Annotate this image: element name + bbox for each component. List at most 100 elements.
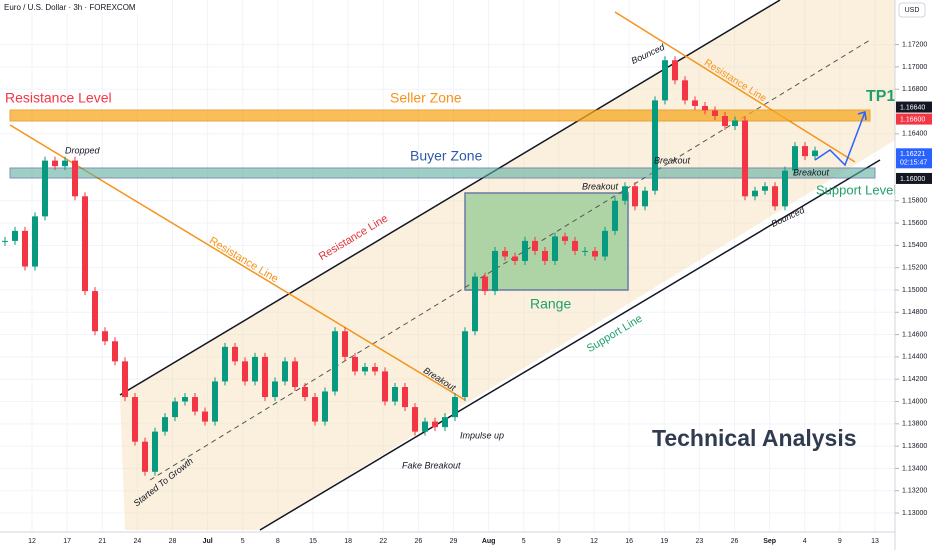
candle xyxy=(302,387,308,398)
candle xyxy=(232,346,238,362)
resistance-line xyxy=(614,11,856,163)
candle xyxy=(292,361,298,388)
candle xyxy=(802,146,808,157)
annotation: Support Level xyxy=(816,182,896,197)
candle xyxy=(602,230,608,257)
annotation: TP1 xyxy=(866,88,895,105)
candle xyxy=(72,160,78,197)
candle xyxy=(582,250,588,252)
projection-path xyxy=(814,111,866,167)
annotation: Resistance Level xyxy=(5,90,112,106)
x-tick-label: 28 xyxy=(169,538,177,545)
candle xyxy=(722,115,728,127)
candle xyxy=(482,276,488,292)
candles xyxy=(2,56,818,476)
projection-arrow xyxy=(857,111,867,121)
candle xyxy=(682,80,688,101)
annotation: Range xyxy=(530,296,571,312)
candle xyxy=(342,331,348,357)
candle xyxy=(42,160,48,217)
x-tick-label: 19 xyxy=(660,538,668,545)
candle xyxy=(642,190,648,207)
candle xyxy=(592,250,598,257)
x-tick-label: 15 xyxy=(309,538,317,545)
y-tick-label: 1.14200 xyxy=(902,376,927,383)
candle xyxy=(192,397,198,412)
y-tick-label: 1.13200 xyxy=(902,488,927,495)
candle xyxy=(502,250,508,257)
candle xyxy=(562,236,568,241)
candle xyxy=(362,366,368,372)
x-tick-label: 5 xyxy=(522,538,526,545)
x-tick-label: 12 xyxy=(28,538,36,545)
x-tick-label: 9 xyxy=(557,538,561,545)
y-tick-label: 1.15000 xyxy=(902,287,927,294)
candle xyxy=(672,60,678,81)
candle xyxy=(792,146,798,171)
candle xyxy=(202,411,208,422)
candle xyxy=(262,356,268,398)
candle xyxy=(312,397,318,422)
y-tick-label: 1.15200 xyxy=(902,265,927,272)
chart-title: Euro / U.S. Dollar · 3h · FOREXCOM xyxy=(4,3,136,12)
y-tick-label: 1.13800 xyxy=(902,421,927,428)
price-label-bg xyxy=(896,101,932,113)
price-countdown: 02:15:47 xyxy=(900,160,927,167)
candle xyxy=(402,387,408,408)
annotation: Breakout xyxy=(793,167,830,177)
candle xyxy=(82,196,88,292)
y-tick-label: 1.15600 xyxy=(902,220,927,227)
candle xyxy=(442,417,448,428)
x-tick-label: 12 xyxy=(590,538,598,545)
channel-top xyxy=(119,0,781,396)
x-tick-label: 26 xyxy=(414,538,422,545)
channel-bottom xyxy=(259,159,881,531)
x-tick-label: 29 xyxy=(450,538,458,545)
candle xyxy=(392,387,398,402)
candle xyxy=(552,236,558,261)
x-tick-label: 8 xyxy=(276,538,280,545)
price-label: 1.16600 xyxy=(900,116,925,123)
candle xyxy=(752,190,758,197)
candle xyxy=(712,110,718,116)
candle xyxy=(522,240,528,261)
candle xyxy=(12,230,18,241)
y-tick-label: 1.17000 xyxy=(902,64,927,71)
candle xyxy=(372,366,378,372)
candle xyxy=(572,240,578,251)
candle xyxy=(122,361,128,398)
candle xyxy=(732,120,738,127)
candle xyxy=(322,391,328,422)
buyer-zone xyxy=(9,167,876,179)
y-tick-label: 1.13000 xyxy=(902,510,927,517)
annotation: Breakout xyxy=(654,155,691,165)
candle xyxy=(242,361,248,382)
y-tick-label: 1.14600 xyxy=(902,331,927,338)
candle xyxy=(462,331,468,398)
x-tick-label: 13 xyxy=(871,538,879,545)
price-label-bg xyxy=(896,113,932,125)
y-tick-label: 1.14400 xyxy=(902,354,927,361)
annotation: Breakout xyxy=(582,181,619,191)
candle xyxy=(652,100,658,191)
candle xyxy=(52,160,58,167)
title-bg xyxy=(0,0,150,14)
x-tick-label: 9 xyxy=(838,538,842,545)
price-label: 1.16221 xyxy=(900,151,925,158)
price-label: 1.16640 xyxy=(900,104,925,111)
x-tick-label: 21 xyxy=(98,538,106,545)
candle xyxy=(182,397,188,402)
x-tick-label: 5 xyxy=(241,538,245,545)
candle xyxy=(62,160,68,167)
candle xyxy=(532,240,538,251)
candle xyxy=(512,256,518,261)
candle xyxy=(132,397,138,442)
candle xyxy=(432,421,438,428)
candle xyxy=(252,356,258,382)
candle xyxy=(542,250,548,261)
annotation: Dropped xyxy=(65,145,101,155)
candle xyxy=(812,150,818,157)
annotation: Technical Analysis xyxy=(652,425,857,451)
seller-zone xyxy=(9,109,871,122)
candle xyxy=(222,346,228,382)
